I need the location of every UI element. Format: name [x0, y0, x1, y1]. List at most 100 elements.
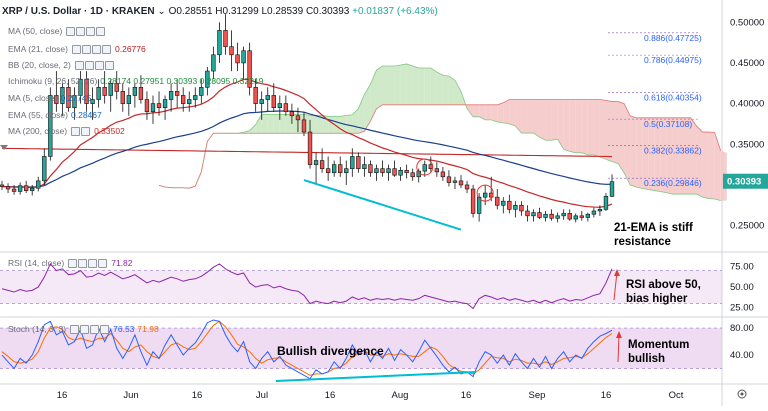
stoch-tick: 80.00 — [730, 323, 754, 334]
cloud-segment — [546, 100, 552, 141]
candle-body — [230, 47, 234, 55]
annotation-momentum: bullish — [628, 353, 665, 365]
cloud-segment — [382, 66, 388, 105]
rsi-value: 71.82 — [111, 258, 132, 268]
ma200-line — [2, 148, 612, 156]
cloud-segment — [473, 105, 479, 117]
more-icon[interactable] — [100, 325, 109, 334]
close-icon[interactable] — [95, 61, 104, 70]
candle-body — [199, 87, 203, 95]
indicator-label: EMA (21, close) — [8, 44, 68, 54]
close-icon[interactable] — [86, 27, 95, 36]
collapse-legend-icon[interactable] — [0, 145, 8, 150]
candle-body — [181, 95, 185, 103]
stoch-d-value: 71.98 — [137, 324, 158, 334]
symbol-title[interactable]: XRP / U.S. Dollar · 1D · KRAKEN — [2, 6, 155, 17]
candle-body — [272, 95, 276, 107]
candle-body — [42, 156, 46, 180]
indicator-ema21[interactable]: EMA (21, close)0.26776 — [8, 44, 146, 54]
candle-body — [260, 100, 264, 104]
candle-body — [501, 201, 505, 205]
gear-icon[interactable] — [85, 61, 94, 70]
cloud-segment — [558, 100, 564, 150]
close-value: C0.30393 — [306, 6, 349, 17]
cloud-segment — [268, 114, 274, 133]
candle-body — [266, 95, 270, 99]
candle-body — [157, 104, 161, 108]
indicator-buttons[interactable] — [72, 44, 112, 54]
gear-icon[interactable] — [82, 45, 91, 54]
indicator-ma5[interactable]: MA (5, close)0.27745 — [8, 93, 91, 103]
gear-icon[interactable] — [78, 259, 87, 268]
chevron-down-icon[interactable]: ⌄ — [157, 6, 165, 17]
more-icon[interactable] — [102, 45, 111, 54]
candle-body — [0, 185, 4, 187]
more-icon[interactable] — [98, 259, 107, 268]
annotation-momentum: Momentum — [628, 339, 689, 351]
annotation-rsi: RSI above 50, — [626, 279, 701, 291]
gear-icon[interactable] — [76, 27, 85, 36]
candle-body — [405, 170, 409, 172]
time-tick: Aug — [392, 390, 409, 401]
time-tick: 16 — [325, 390, 336, 401]
indicator-ema55[interactable]: EMA (55, close)0.28467 — [8, 110, 102, 120]
close-icon[interactable] — [92, 45, 101, 54]
cloud-segment — [407, 64, 413, 105]
gear-icon[interactable] — [81, 127, 90, 136]
eye-icon[interactable] — [70, 325, 79, 334]
candle-body — [36, 181, 40, 188]
fib-label: 0.382(0.33862) — [644, 146, 702, 156]
indicator-buttons[interactable] — [66, 26, 106, 36]
ema21-line — [2, 79, 612, 207]
indicator-ichimoku[interactable]: Ichimoku (9, 26, 52, 26)0.28174 0.27951 … — [8, 76, 263, 86]
indicator-ma50[interactable]: MA (50, close) — [8, 26, 106, 36]
rsi-legend[interactable]: RSI (14, close)71.82 — [8, 258, 133, 268]
eye-icon[interactable] — [75, 61, 84, 70]
eye-icon[interactable] — [68, 259, 77, 268]
eye-icon[interactable] — [71, 127, 80, 136]
candle-body — [218, 30, 222, 54]
gear-icon[interactable] — [80, 325, 89, 334]
cloud-segment — [509, 100, 515, 126]
candle-body — [254, 87, 258, 103]
price-tick: 0.40000 — [730, 99, 764, 110]
eye-icon[interactable] — [66, 27, 75, 36]
candle-body — [151, 104, 155, 112]
cloud-segment — [612, 102, 618, 164]
candle-body — [338, 165, 342, 173]
candle-body — [356, 156, 360, 168]
indicator-buttons[interactable] — [75, 60, 115, 70]
eye-icon[interactable] — [72, 45, 81, 54]
candle-body — [441, 172, 445, 177]
candle-body — [175, 91, 179, 95]
rsi-tick: 50.00 — [730, 282, 754, 293]
candle-body — [30, 188, 34, 190]
candle-body — [6, 187, 10, 189]
cloud-segment — [364, 84, 370, 131]
candle-body — [296, 116, 300, 120]
indicator-buttons[interactable] — [71, 126, 91, 136]
cloud-segment — [533, 100, 539, 138]
price-axis: 0.500000.450000.400000.350000.250000.303… — [723, 17, 768, 231]
annotation-ema-resistance: 21-EMA is stiff — [614, 222, 693, 234]
cloud-segment — [576, 100, 582, 153]
candle-body — [212, 55, 216, 71]
more-icon[interactable] — [96, 27, 105, 36]
cloud-segment — [582, 100, 588, 155]
candle-body — [604, 196, 608, 209]
close-icon[interactable] — [90, 325, 99, 334]
indicator-buttons[interactable] — [68, 258, 108, 268]
time-tick: Oct — [669, 390, 684, 401]
candle-body — [598, 209, 602, 211]
indicator-ma200[interactable]: MA (200, close)0.33502 — [8, 126, 125, 136]
price-tick: 0.45000 — [730, 58, 764, 69]
more-icon[interactable] — [105, 61, 114, 70]
candle-body — [393, 169, 397, 176]
indicator-bb[interactable]: BB (20, close, 2) — [8, 60, 115, 70]
indicator-buttons[interactable] — [70, 324, 110, 334]
close-icon[interactable] — [88, 259, 97, 268]
